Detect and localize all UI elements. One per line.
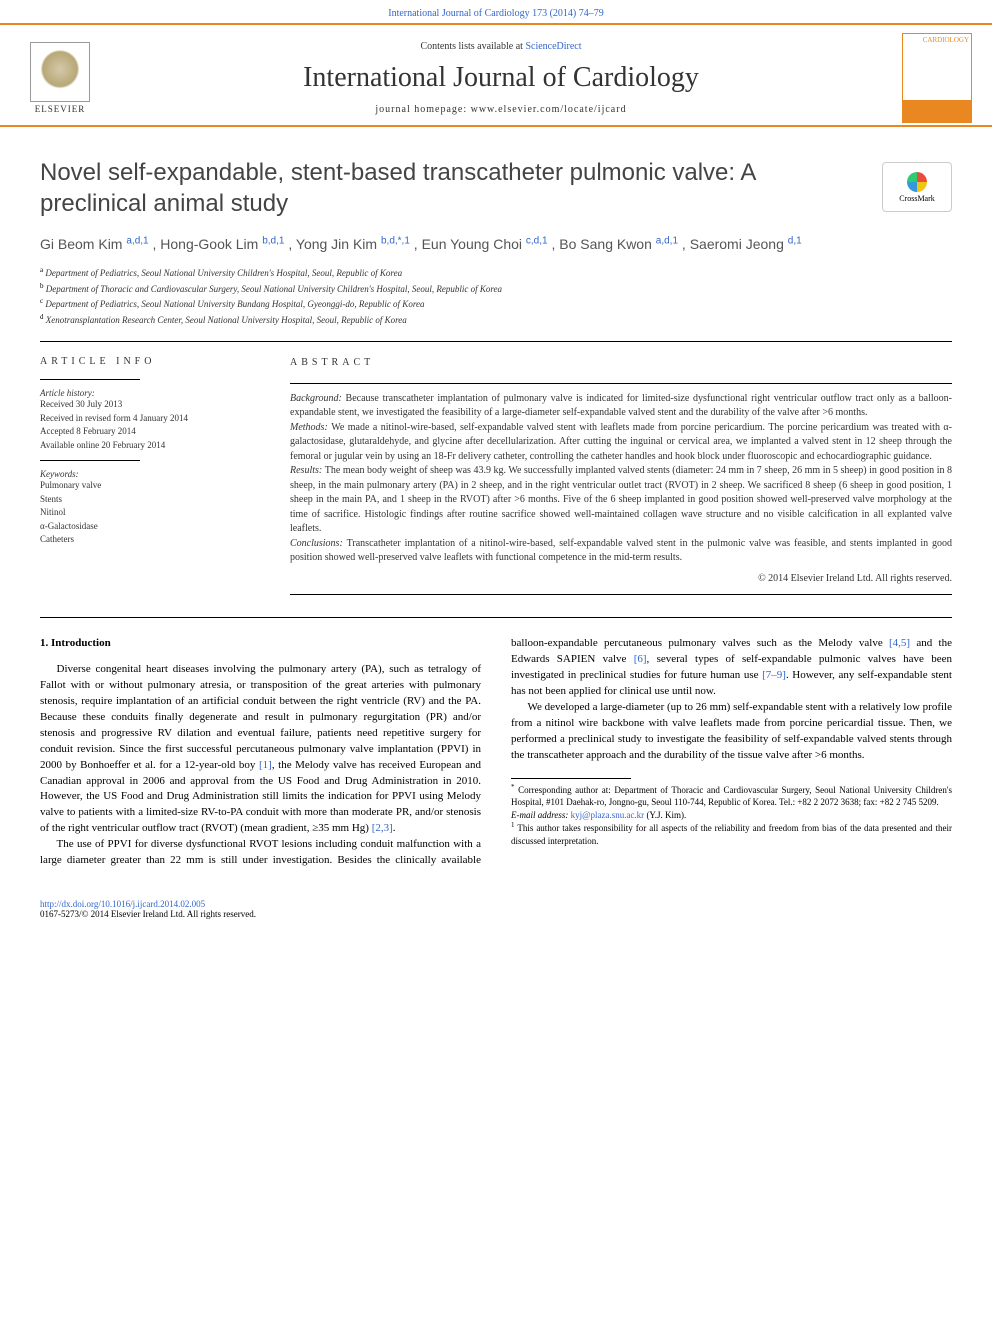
abstract-heading: ABSTRACT: [290, 356, 952, 371]
author-sup[interactable]: b,d,1: [262, 235, 284, 246]
history-item: Available online 20 February 2014: [40, 439, 260, 453]
corresponding-email-link[interactable]: kyj@plaza.snu.ac.kr: [571, 810, 645, 820]
top-journal-link[interactable]: International Journal of Cardiology 173 …: [388, 8, 604, 19]
abstract-methods: Methods: We made a nitinol-wire-based, s…: [290, 421, 952, 465]
author: , Hong-Gook Lim b,d,1: [153, 236, 285, 252]
elsevier-tree-icon: [30, 42, 90, 102]
section-heading: 1. Introduction: [40, 636, 481, 652]
info-separator: [40, 460, 140, 461]
abstract-copyright: © 2014 Elsevier Ireland Ltd. All rights …: [290, 572, 952, 587]
author-sup[interactable]: b,d,*,1: [381, 235, 410, 246]
keyword: α-Galactosidase: [40, 520, 260, 534]
separator: [40, 341, 952, 342]
keywords-label: Keywords:: [40, 469, 260, 479]
affiliations: a Department of Pediatrics, Seoul Nation…: [40, 265, 952, 327]
history-item: Accepted 8 February 2014: [40, 425, 260, 439]
history-item: Received in revised form 4 January 2014: [40, 412, 260, 426]
affiliation: b Department of Thoracic and Cardiovascu…: [40, 281, 952, 297]
affiliation: d Xenotransplantation Research Center, S…: [40, 312, 952, 328]
affiliation: c Department of Pediatrics, Seoul Nation…: [40, 296, 952, 312]
author: , Saeromi Jeong d,1: [682, 236, 802, 252]
author: Gi Beom Kim a,d,1: [40, 236, 149, 252]
elsevier-logo[interactable]: ELSEVIER: [20, 33, 100, 123]
author: , Bo Sang Kwon a,d,1: [551, 236, 678, 252]
author-sup[interactable]: a,d,1: [126, 235, 148, 246]
author: , Eun Young Choi c,d,1: [414, 236, 548, 252]
elsevier-label: ELSEVIER: [35, 104, 86, 114]
contents-line: Contents lists available at ScienceDirec…: [100, 41, 902, 52]
crossmark-label: CrossMark: [899, 194, 935, 203]
abstract-conclusions: Conclusions: Transcatheter implantation …: [290, 537, 952, 566]
author-sup[interactable]: c,d,1: [526, 235, 548, 246]
journal-homepage: journal homepage: www.elsevier.com/locat…: [100, 104, 902, 115]
history-label: Article history:: [40, 388, 260, 398]
journal-name: International Journal of Cardiology: [100, 62, 902, 94]
doi-link[interactable]: http://dx.doi.org/10.1016/j.ijcard.2014.…: [40, 899, 205, 909]
affiliation: a Department of Pediatrics, Seoul Nation…: [40, 265, 952, 281]
abstract-results: Results: The mean body weight of sheep w…: [290, 464, 952, 537]
abstract-background: Background: Because transcatheter implan…: [290, 392, 952, 421]
email-note: E-mail address: kyj@plaza.snu.ac.kr (Y.J…: [511, 809, 952, 822]
crossmark-badge[interactable]: CrossMark: [882, 162, 952, 212]
abstract-separator: [290, 594, 952, 595]
keyword: Catheters: [40, 533, 260, 547]
page-footer: http://dx.doi.org/10.1016/j.ijcard.2014.…: [0, 889, 992, 939]
header-banner: ELSEVIER Contents lists available at Sci…: [0, 23, 992, 127]
citation-link[interactable]: [6]: [634, 653, 647, 665]
journal-cover-thumbnail[interactable]: CARDIOLOGY: [902, 33, 972, 123]
history-item: Received 30 July 2013: [40, 398, 260, 412]
info-separator: [40, 379, 140, 380]
citation-link[interactable]: [7–9]: [762, 669, 786, 681]
author-note: 1 This author takes responsibility for a…: [511, 821, 952, 847]
issn-copyright: 0167-5273/© 2014 Elsevier Ireland Ltd. A…: [40, 909, 952, 919]
keyword: Pulmonary valve: [40, 479, 260, 493]
authors-list: Gi Beom Kim a,d,1 , Hong-Gook Lim b,d,1 …: [40, 233, 952, 255]
intro-paragraph: Diverse congenital heart diseases involv…: [40, 662, 481, 837]
crossmark-icon: [907, 172, 927, 192]
keyword: Nitinol: [40, 506, 260, 520]
intro-paragraph: We developed a large-diameter (up to 26 …: [511, 700, 952, 764]
author: , Yong Jin Kim b,d,*,1: [288, 236, 410, 252]
author-sup[interactable]: d,1: [788, 235, 802, 246]
abstract-separator: [290, 383, 952, 384]
footnote-rule: [511, 778, 631, 779]
keyword: Stents: [40, 493, 260, 507]
citation-link[interactable]: [1]: [259, 759, 272, 771]
contents-prefix: Contents lists available at: [420, 41, 525, 52]
sciencedirect-link[interactable]: ScienceDirect: [525, 41, 581, 52]
corresponding-author-note: * Corresponding author at: Department of…: [511, 783, 952, 809]
citation-link[interactable]: [4,5]: [889, 637, 910, 649]
main-text-columns: 1. Introduction Diverse congenital heart…: [40, 636, 952, 869]
cover-text: CARDIOLOGY: [923, 36, 969, 44]
abstract-panel: ABSTRACT Background: Because transcathet…: [290, 356, 952, 603]
article-title: Novel self-expandable, stent-based trans…: [40, 157, 862, 219]
journal-citation-link: International Journal of Cardiology 173 …: [0, 0, 992, 23]
article-info-panel: ARTICLE INFO Article history: Received 3…: [40, 356, 260, 603]
author-sup[interactable]: a,d,1: [656, 235, 678, 246]
banner-center: Contents lists available at ScienceDirec…: [100, 41, 902, 115]
citation-link[interactable]: [2,3]: [372, 822, 393, 834]
footnotes: * Corresponding author at: Department of…: [511, 778, 952, 848]
article-info-heading: ARTICLE INFO: [40, 356, 260, 367]
separator: [40, 617, 952, 618]
